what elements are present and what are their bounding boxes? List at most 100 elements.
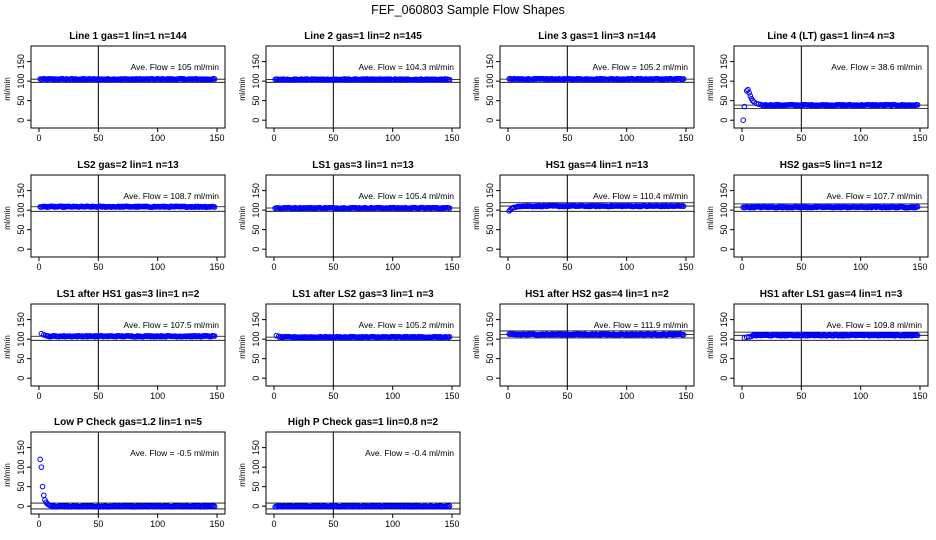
y-tick-label: 100 xyxy=(16,203,26,218)
y-tick-label: 100 xyxy=(251,460,261,475)
panel-title: Low P Check gas=1.2 lin=1 n=5 xyxy=(54,417,202,428)
plot-frame xyxy=(733,45,929,129)
average-flow-annotation: Ave. Flow = 110.4 ml/min xyxy=(593,191,688,201)
average-flow-annotation: Ave. Flow = 109.8 ml/min xyxy=(826,320,922,330)
panel-title: HS1 after HS2 gas=4 lin=1 n=2 xyxy=(525,289,669,300)
y-axis-label: ml/min xyxy=(238,206,247,230)
data-point xyxy=(914,332,921,339)
data-points xyxy=(741,332,921,341)
x-tick-label: 100 xyxy=(150,519,165,529)
x-tick-label: 0 xyxy=(36,519,41,529)
x-tick-label: 50 xyxy=(796,133,806,143)
y-tick-label: 150 xyxy=(251,312,261,327)
data-point xyxy=(680,76,687,82)
y-tick-label: 100 xyxy=(16,460,26,475)
y-tick-label: 150 xyxy=(485,183,495,198)
panel-title: Line 2 gas=1 lin=2 n=145 xyxy=(304,31,422,42)
data-points xyxy=(272,503,453,510)
plot-frame xyxy=(733,174,929,258)
plot-frame xyxy=(499,174,695,258)
data-point xyxy=(211,76,218,82)
y-tick-label: 50 xyxy=(719,225,729,235)
data-points xyxy=(273,332,453,341)
panel-6: LS1 gas=3 lin=1 n=13 0 50 100 150 0 50 100 150 ml… xyxy=(238,160,461,272)
panel-3: Line 3 gas=1 lin=3 n=144 0 50 100 150 0 50 100 1… xyxy=(472,31,695,143)
x-tick-label: 50 xyxy=(796,262,806,272)
x-tick-label: 50 xyxy=(328,133,338,143)
data-point xyxy=(446,76,453,83)
x-tick-label: 50 xyxy=(562,391,572,401)
y-tick-label: 0 xyxy=(485,118,495,123)
x-tick-label: 150 xyxy=(678,391,693,401)
data-point xyxy=(211,204,218,210)
average-flow-annotation: Ave. Flow = 105.4 ml/min xyxy=(358,191,454,201)
x-tick-label: 100 xyxy=(619,133,634,143)
y-axis-label: ml/min xyxy=(238,77,247,101)
y-tick-label: 0 xyxy=(16,247,26,252)
y-axis-label: ml/min xyxy=(3,77,12,101)
y-axis-label: ml/min xyxy=(3,335,12,359)
x-tick-label: 100 xyxy=(853,262,868,272)
y-axis-label: ml/min xyxy=(472,77,481,101)
y-tick-label: 0 xyxy=(719,118,729,123)
y-tick-label: 150 xyxy=(16,183,26,198)
x-tick-label: 0 xyxy=(36,133,41,143)
y-axis-label: ml/min xyxy=(706,335,715,359)
data-point xyxy=(741,103,748,110)
x-tick-label: 0 xyxy=(505,133,510,143)
data-point xyxy=(446,503,453,509)
x-tick-label: 50 xyxy=(562,133,572,143)
x-tick-label: 100 xyxy=(853,133,868,143)
y-tick-label: 100 xyxy=(16,332,26,347)
panel-title: LS1 gas=3 lin=1 n=13 xyxy=(312,160,414,171)
y-tick-label: 0 xyxy=(251,504,261,509)
y-tick-label: 0 xyxy=(251,247,261,252)
x-tick-label: 0 xyxy=(36,262,41,272)
panel-title: LS2 gas=2 lin=1 n=13 xyxy=(77,160,179,171)
panel-title: Line 3 gas=1 lin=3 n=144 xyxy=(538,31,656,42)
x-tick-label: 50 xyxy=(93,391,103,401)
panel-title: Line 4 (LT) gas=1 lin=4 n=3 xyxy=(767,31,895,42)
data-point xyxy=(39,483,46,490)
data-point xyxy=(914,102,921,108)
average-flow-annotation: Ave. Flow = -0.5 ml/min xyxy=(130,448,219,458)
plot-frame xyxy=(499,45,695,129)
x-tick-label: 150 xyxy=(209,519,224,529)
data-points xyxy=(37,456,218,510)
panel-7: HS1 gas=4 lin=1 n=13 0 50 100 150 0 50 100 150 ml… xyxy=(472,160,695,272)
y-tick-label: 150 xyxy=(719,183,729,198)
average-flow-annotation: Ave. Flow = -0.4 ml/min xyxy=(365,448,454,458)
plot-frame xyxy=(30,174,226,258)
y-tick-label: 0 xyxy=(16,376,26,381)
y-tick-label: 50 xyxy=(251,225,261,235)
data-point xyxy=(446,205,453,211)
panel-title: Line 1 gas=1 lin=1 n=144 xyxy=(69,31,187,42)
y-axis-label: ml/min xyxy=(472,335,481,359)
y-axis-label: ml/min xyxy=(706,206,715,230)
y-tick-label: 100 xyxy=(719,332,729,347)
y-tick-label: 50 xyxy=(485,96,495,106)
x-tick-label: 150 xyxy=(444,519,459,529)
panel-9: LS1 after HS1 gas=3 lin=1 n=2 0 50 100 150 0 5… xyxy=(3,289,226,401)
x-tick-label: 50 xyxy=(93,133,103,143)
data-point xyxy=(680,203,687,210)
y-tick-label: 100 xyxy=(485,203,495,218)
y-tick-label: 0 xyxy=(485,376,495,381)
y-tick-label: 150 xyxy=(16,440,26,455)
y-tick-label: 50 xyxy=(251,354,261,364)
plot-frame xyxy=(733,303,929,387)
y-axis-label: ml/min xyxy=(3,206,12,230)
average-flow-annotation: Ave. Flow = 104.3 ml/min xyxy=(358,62,454,72)
y-tick-label: 100 xyxy=(719,74,729,89)
average-flow-annotation: Ave. Flow = 105.2 ml/min xyxy=(358,320,454,330)
y-axis-label: ml/min xyxy=(706,77,715,101)
panel-title: LS1 after LS2 gas=3 lin=1 n=3 xyxy=(292,289,434,300)
plot-frame xyxy=(499,303,695,387)
y-tick-label: 50 xyxy=(485,225,495,235)
x-tick-label: 100 xyxy=(150,133,165,143)
x-tick-label: 0 xyxy=(739,133,744,143)
average-flow-annotation: Ave. Flow = 107.7 ml/min xyxy=(826,191,922,201)
x-tick-label: 100 xyxy=(150,262,165,272)
data-points xyxy=(740,86,921,123)
x-tick-label: 150 xyxy=(912,133,927,143)
